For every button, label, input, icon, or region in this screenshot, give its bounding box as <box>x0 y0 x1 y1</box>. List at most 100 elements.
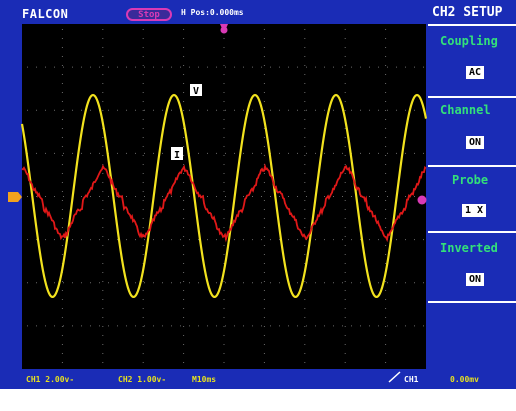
run-stop-badge[interactable]: Stop <box>126 8 172 21</box>
grid-dot <box>63 196 64 197</box>
grid-dot <box>61 74 63 75</box>
grid-dot <box>223 137 225 138</box>
grid-dot <box>414 66 415 68</box>
grid-dot <box>102 254 104 255</box>
grid-dot <box>135 109 136 111</box>
grid-dot <box>306 109 307 111</box>
grid-dot <box>344 164 346 165</box>
grid-dot <box>385 74 387 75</box>
grid-dot <box>252 152 253 154</box>
grid-dot <box>135 152 136 154</box>
grid-dot <box>61 299 63 300</box>
grid-dot <box>223 353 225 354</box>
grid-dot <box>263 29 265 30</box>
grid-dot <box>183 209 185 210</box>
grid-dot <box>270 109 271 111</box>
grid-dot <box>344 65 346 66</box>
grid-dot <box>81 152 82 154</box>
grid-dot <box>279 109 280 111</box>
grid-dot <box>183 47 185 48</box>
grid-dot <box>385 326 387 327</box>
grid-dot <box>142 164 144 165</box>
grid-dot <box>183 335 185 336</box>
grid-dot <box>223 83 225 84</box>
grid-dot <box>396 282 397 284</box>
grid-dot <box>324 152 325 154</box>
menu-item-inverted[interactable]: Inverted ON <box>428 233 516 301</box>
grid-dot <box>333 109 334 111</box>
grid-dot <box>333 196 334 197</box>
grid-dot <box>263 227 265 228</box>
grid-dot <box>344 173 346 174</box>
grid-dot <box>304 56 306 57</box>
grid-dot <box>171 282 172 284</box>
grid-dot <box>183 29 185 30</box>
grid-dot <box>117 325 118 327</box>
grid-dot <box>142 227 144 228</box>
grid-dot <box>261 152 262 154</box>
grid-dot <box>63 66 64 68</box>
grid-dot <box>61 155 63 156</box>
grid-dot <box>142 146 144 147</box>
grid-dot <box>189 325 190 327</box>
menu-item-coupling[interactable]: Coupling AC <box>428 26 516 96</box>
menu-item-empty[interactable] <box>428 303 516 369</box>
grid-dot <box>297 325 298 327</box>
grid-dot <box>252 239 253 241</box>
grid-dot <box>405 196 406 197</box>
grid-dot <box>385 191 387 192</box>
grid-dot <box>61 137 63 138</box>
grid-dot <box>27 66 28 68</box>
grid-dot <box>144 239 145 241</box>
grid-dot <box>344 263 346 264</box>
grid-dot <box>234 239 235 241</box>
grid-dot <box>387 66 388 68</box>
voltage-waveform <box>20 93 428 298</box>
grid-dot <box>142 290 144 291</box>
grid-dot <box>306 196 307 197</box>
grid-dot <box>171 109 172 111</box>
grid-dot <box>45 325 46 327</box>
grid-dot <box>72 66 73 68</box>
grid-dot <box>142 155 144 156</box>
grid-dot <box>61 344 63 345</box>
grid-dot <box>223 173 225 174</box>
grid-dots <box>27 29 424 363</box>
grid-dot <box>360 282 361 284</box>
grid-dot <box>142 362 144 363</box>
grid-dot <box>207 109 208 111</box>
grid-dot <box>288 66 289 68</box>
grid-dot <box>306 152 307 154</box>
grid-dot <box>207 152 208 154</box>
grid-dot <box>223 344 225 345</box>
grid-dot <box>183 272 185 273</box>
grid-dot <box>304 47 306 48</box>
grid-dot <box>126 66 127 68</box>
grid-dot <box>263 335 265 336</box>
grid-dot <box>63 239 64 241</box>
grid-dot <box>162 109 163 111</box>
grid-dot <box>288 325 289 327</box>
grid-dot <box>263 236 265 237</box>
grid-dot <box>263 191 265 192</box>
menu-item-channel[interactable]: Channel ON <box>428 98 516 165</box>
menu-item-probe[interactable]: Probe 1 X <box>428 167 516 231</box>
grid-dot <box>102 353 104 354</box>
grid-dot <box>183 146 185 147</box>
grid-dot <box>385 263 387 264</box>
grid-dot <box>126 109 127 111</box>
grid-dot <box>61 38 63 39</box>
grid-dot <box>306 282 307 284</box>
grid-dot <box>223 56 225 57</box>
grid-dot <box>304 74 306 75</box>
grid-dot <box>183 290 185 291</box>
grid-dot <box>263 290 265 291</box>
grid-dot <box>61 146 63 147</box>
grid-dot <box>304 335 306 336</box>
grid-dot <box>304 353 306 354</box>
grid-dot <box>396 152 397 154</box>
grid-dot <box>270 282 271 284</box>
grid-dot <box>223 65 225 66</box>
grid-dot <box>344 128 346 129</box>
grid-dot <box>385 137 387 138</box>
